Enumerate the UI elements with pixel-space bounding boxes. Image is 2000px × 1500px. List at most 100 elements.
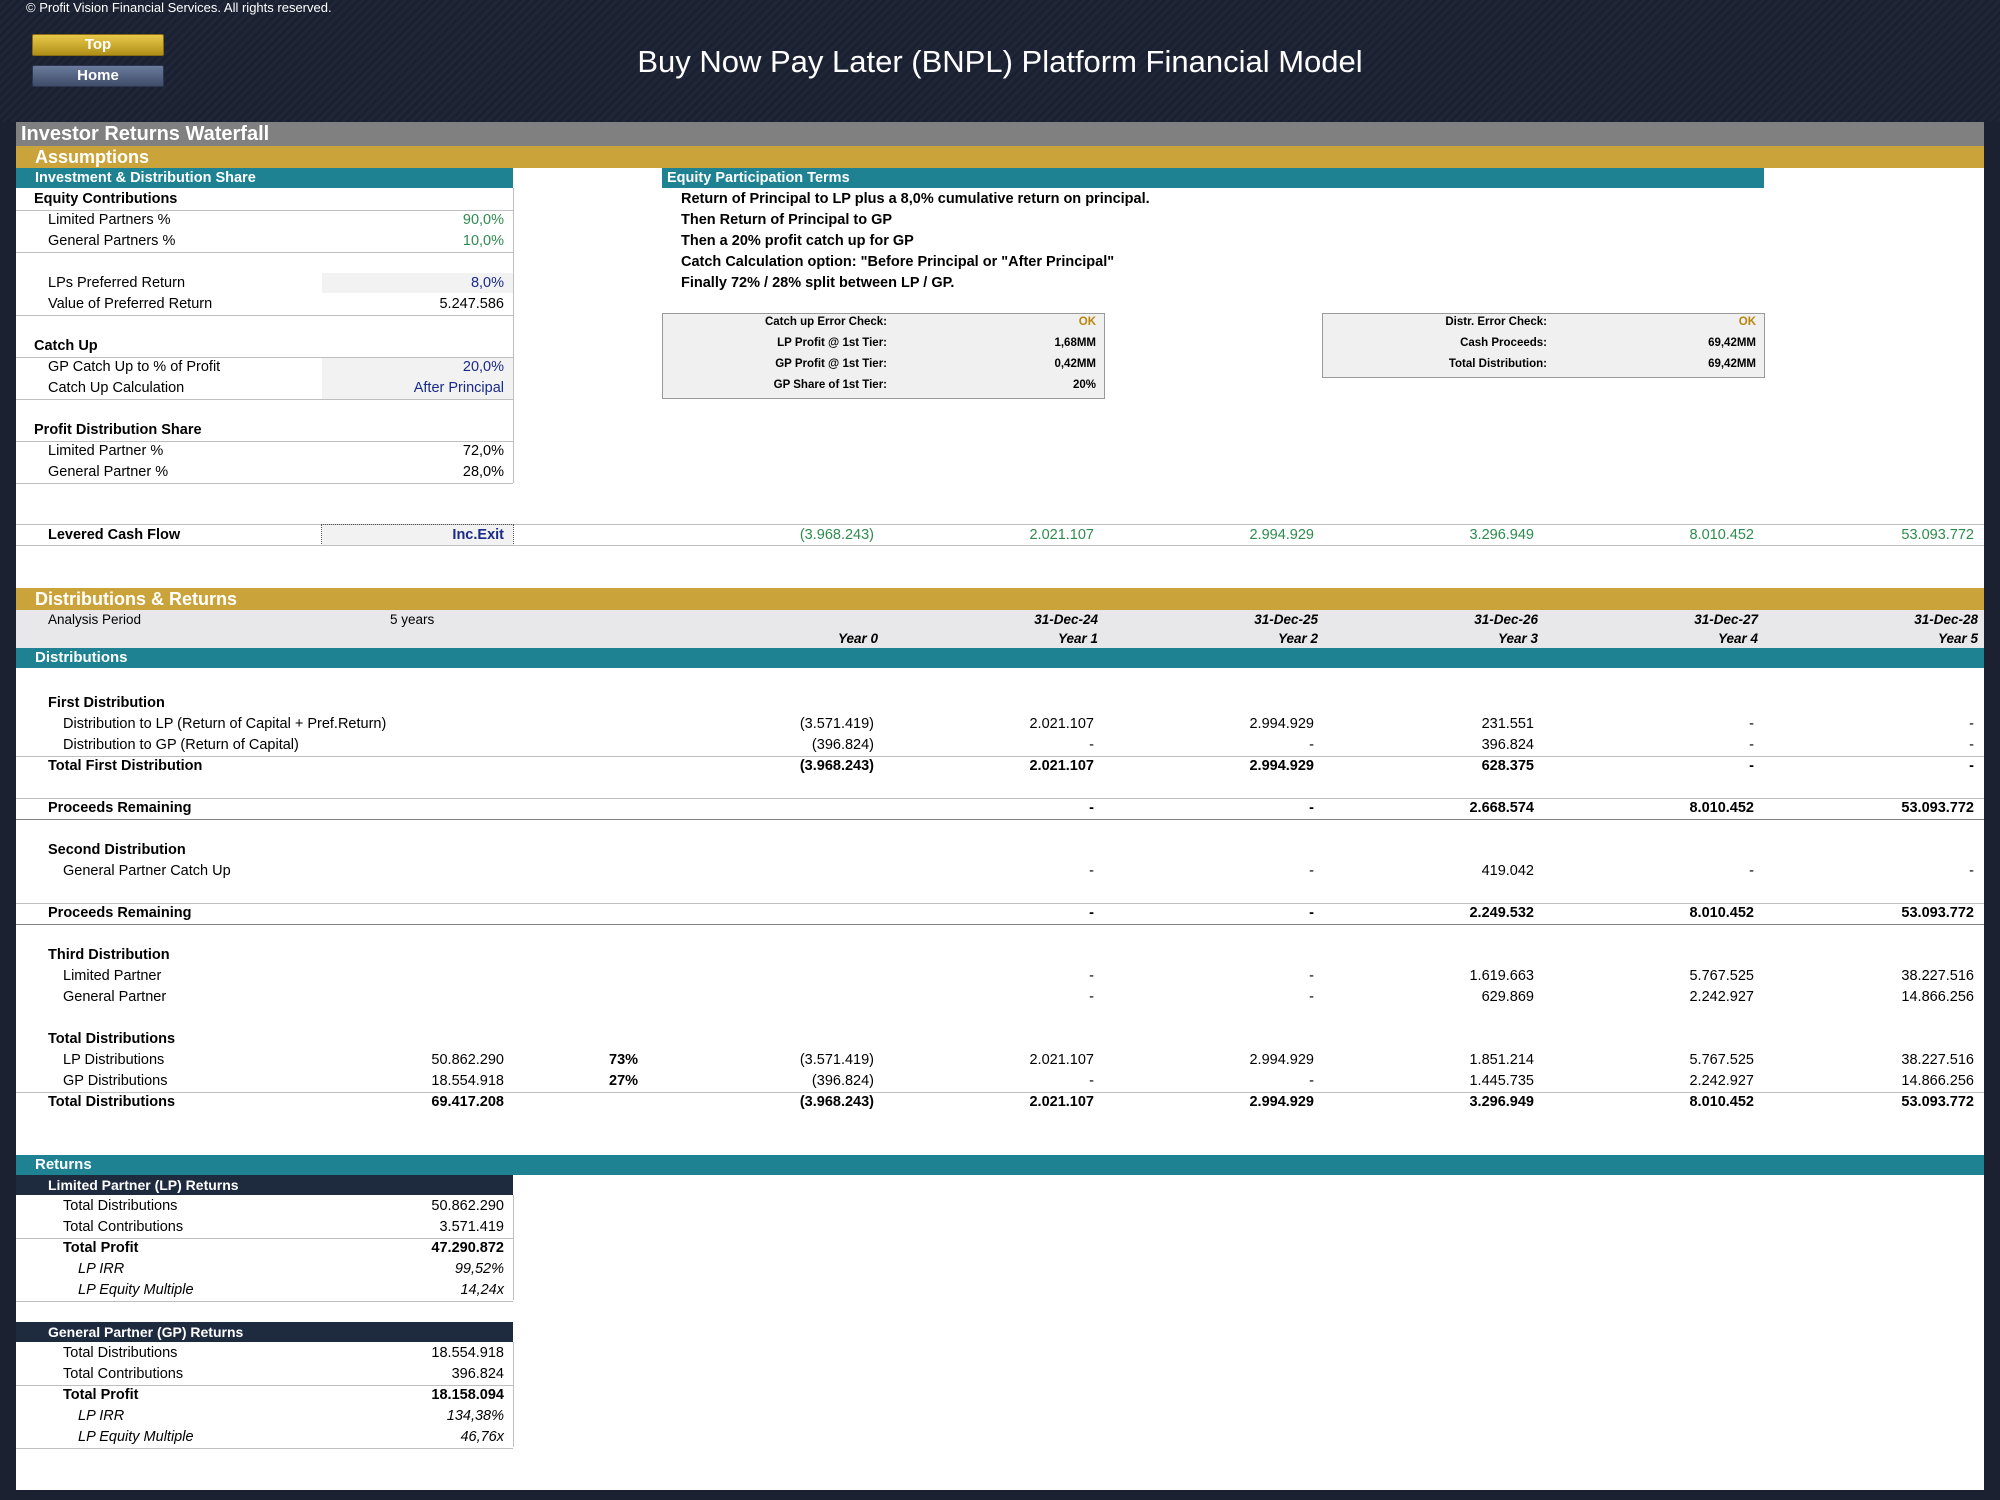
divider bbox=[16, 524, 1984, 525]
cell: - bbox=[1089, 989, 1094, 1005]
gp-return-label: LP Equity Multiple bbox=[78, 1429, 194, 1445]
catch-calc-select[interactable]: After Principal bbox=[413, 380, 504, 396]
third-lp-label: Limited Partner bbox=[63, 968, 162, 984]
returns-band: Returns bbox=[16, 1155, 1984, 1175]
gp-share-value: 28,0% bbox=[462, 464, 504, 480]
check-value: OK bbox=[1738, 316, 1756, 328]
lp-distributions-pct: 73% bbox=[609, 1052, 639, 1068]
levered-cf-option[interactable]: Inc.Exit bbox=[452, 527, 504, 543]
second-distribution-heading: Second Distribution bbox=[48, 842, 186, 858]
check-value: 69,42MM bbox=[1708, 337, 1756, 349]
cell: 38.227.516 bbox=[1901, 1052, 1974, 1068]
cell: (3.968.243) bbox=[799, 758, 874, 774]
catch-calc-label: Catch Up Calculation bbox=[48, 380, 185, 396]
third-gp-label: General Partner bbox=[63, 989, 167, 1005]
divider bbox=[16, 357, 513, 358]
catch-up-heading: Catch Up bbox=[34, 338, 98, 354]
cell: - bbox=[1309, 1073, 1314, 1089]
cell: 38.227.516 bbox=[1901, 968, 1974, 984]
first-lp-label: Distribution to LP (Return of Capital + … bbox=[63, 716, 387, 732]
year-label: Year 4 bbox=[1717, 631, 1758, 646]
equity-contributions-heading: Equity Contributions bbox=[34, 191, 178, 207]
cell: 2.242.927 bbox=[1689, 989, 1754, 1005]
gp-distributions-label: GP Distributions bbox=[63, 1073, 168, 1089]
check-value: 20% bbox=[1072, 379, 1096, 391]
lp-distributions-total: 50.862.290 bbox=[431, 1052, 504, 1068]
cell: 53.093.772 bbox=[1901, 800, 1974, 816]
check-label: LP Profit @ 1st Tier: bbox=[777, 337, 887, 349]
gp-percent-value[interactable]: 10,0% bbox=[462, 233, 504, 249]
term-line: Return of Principal to LP plus a 8,0% cu… bbox=[681, 191, 1150, 207]
check-label: Catch up Error Check: bbox=[764, 316, 887, 328]
third-distribution-heading: Third Distribution bbox=[48, 947, 170, 963]
lp-return-value: 14,24x bbox=[460, 1282, 504, 1298]
gp-catch-up-label: General Partner Catch Up bbox=[63, 863, 231, 879]
cell: 2.994.929 bbox=[1249, 758, 1314, 774]
lp-return-label: Total Profit bbox=[63, 1240, 139, 1256]
top-banner bbox=[0, 0, 2000, 122]
cell: - bbox=[1309, 863, 1314, 879]
divider bbox=[16, 924, 1984, 925]
copyright-text: © Profit Vision Financial Services. All … bbox=[26, 0, 332, 15]
first-gp-label: Distribution to GP (Return of Capital) bbox=[63, 737, 299, 753]
lp-return-value: 3.571.419 bbox=[439, 1219, 504, 1235]
date-label: 31-Dec-25 bbox=[1254, 612, 1318, 627]
cell: 3.296.949 bbox=[1469, 1094, 1534, 1110]
gp-return-label: Total Distributions bbox=[63, 1345, 178, 1361]
cell: 629.869 bbox=[1481, 989, 1534, 1005]
cell: - bbox=[1969, 716, 1974, 732]
levered-cf-y5: 53.093.772 bbox=[1901, 527, 1974, 543]
panel-right-border bbox=[513, 188, 514, 483]
divider bbox=[16, 756, 1984, 757]
gp-percent-label: General Partners % bbox=[48, 233, 176, 249]
check-value: 1,68MM bbox=[1054, 337, 1096, 349]
cell: 231.551 bbox=[1481, 716, 1534, 732]
cell: 5.767.525 bbox=[1689, 968, 1754, 984]
cell: 396.824 bbox=[1481, 737, 1534, 753]
cell: - bbox=[1749, 737, 1754, 753]
cell: 2.021.107 bbox=[1029, 1052, 1094, 1068]
cell: 1.851.214 bbox=[1469, 1052, 1534, 1068]
divider bbox=[16, 252, 513, 253]
gp-return-value: 46,76x bbox=[460, 1429, 504, 1445]
cell: - bbox=[1749, 758, 1754, 774]
gp-distributions-pct: 27% bbox=[609, 1073, 639, 1089]
home-button[interactable]: Home bbox=[32, 65, 164, 87]
divider bbox=[16, 1092, 1984, 1093]
lp-distributions-label: LP Distributions bbox=[63, 1052, 165, 1068]
cell: - bbox=[1749, 863, 1754, 879]
check-label: Total Distribution: bbox=[1448, 358, 1547, 370]
gp-return-value: 396.824 bbox=[451, 1366, 504, 1382]
cell: - bbox=[1309, 737, 1314, 753]
proceeds-remaining-label: Proceeds Remaining bbox=[48, 800, 192, 816]
gp-return-value: 18.158.094 bbox=[431, 1387, 504, 1403]
cell: (396.824) bbox=[811, 1073, 874, 1089]
divider bbox=[16, 1448, 513, 1449]
levered-cf-y2: 2.994.929 bbox=[1249, 527, 1314, 543]
top-button[interactable]: Top bbox=[32, 34, 164, 56]
cell: (3.571.419) bbox=[799, 716, 874, 732]
lp-percent-value[interactable]: 90,0% bbox=[462, 212, 504, 228]
levered-cf-y4: 8.010.452 bbox=[1689, 527, 1754, 543]
gp-catch-input[interactable]: 20,0% bbox=[462, 359, 504, 375]
cell: 2.668.574 bbox=[1469, 800, 1534, 816]
cell: 2.994.929 bbox=[1249, 1052, 1314, 1068]
lp-return-label: Total Distributions bbox=[63, 1198, 178, 1214]
cell: - bbox=[1309, 968, 1314, 984]
cell: - bbox=[1089, 863, 1094, 879]
date-label: 31-Dec-24 bbox=[1034, 612, 1098, 627]
divider bbox=[16, 1301, 513, 1302]
cell: (3.571.419) bbox=[799, 1052, 874, 1068]
value-pref-value: 5.247.586 bbox=[439, 296, 504, 312]
cell: 2.021.107 bbox=[1029, 758, 1094, 774]
cell: 14.866.256 bbox=[1901, 1073, 1974, 1089]
cell: 2.994.929 bbox=[1249, 716, 1314, 732]
year-label: Year 5 bbox=[1937, 631, 1978, 646]
divider bbox=[16, 483, 513, 484]
investment-panel-header: Investment & Distribution Share bbox=[16, 168, 513, 188]
pref-return-input[interactable]: 8,0% bbox=[470, 275, 504, 291]
gp-returns-header: General Partner (GP) Returns bbox=[16, 1322, 513, 1342]
divider bbox=[16, 903, 1984, 904]
input-cell-bg bbox=[321, 524, 514, 546]
date-label: 31-Dec-27 bbox=[1694, 612, 1758, 627]
